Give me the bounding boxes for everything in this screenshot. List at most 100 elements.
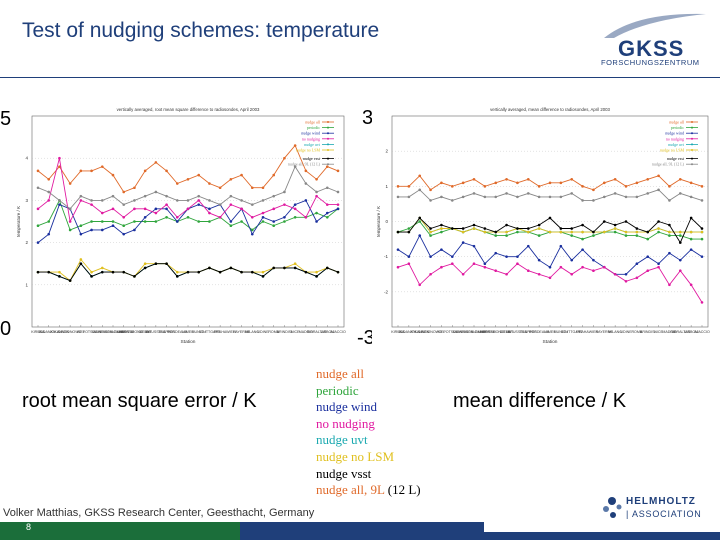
data-point (429, 272, 432, 276)
data-point (483, 227, 487, 230)
data-point (624, 279, 628, 283)
data-point (635, 230, 639, 234)
data-point (175, 215, 179, 219)
y-tick-label: 1 (385, 184, 388, 189)
chart-legend-marker (327, 132, 329, 135)
data-point (657, 188, 660, 192)
data-point (548, 181, 552, 185)
shared-legend: nudge all periodic nudge wind no nudging nud… (316, 366, 421, 499)
data-point (429, 227, 432, 230)
data-point (272, 224, 276, 228)
data-point (592, 258, 595, 262)
x-tick-label: MEININGEN (92, 330, 113, 334)
y-tick-label: 1 (25, 282, 28, 287)
header-divider (0, 77, 720, 78)
data-point (570, 192, 574, 195)
x-tick-label: CAMBORNE (113, 330, 134, 334)
data-point (122, 203, 126, 206)
y-axis-label: temperature / K (376, 206, 381, 237)
data-point (175, 270, 179, 274)
data-point (79, 194, 83, 198)
data-point (229, 194, 233, 198)
data-point (689, 237, 693, 241)
x-tick-label: MUNICH (192, 330, 207, 334)
data-point (68, 207, 72, 211)
data-point (635, 262, 639, 265)
data-point (100, 266, 104, 270)
data-point (537, 227, 541, 230)
data-point (283, 190, 286, 194)
data-point (175, 275, 179, 278)
data-point (537, 185, 541, 188)
data-point (133, 275, 136, 278)
data-point (602, 230, 606, 234)
series-line (397, 263, 703, 303)
x-tick-label: WIEN (226, 330, 236, 334)
x-tick-label: NICE (654, 330, 663, 334)
data-point (293, 262, 297, 265)
helmholtz-logo: HELMHOLTZ | ASSOCIATION (603, 496, 701, 519)
data-point (197, 194, 201, 198)
chart-legend-marker (691, 149, 693, 151)
data-point (175, 220, 179, 223)
data-point (304, 215, 308, 219)
data-point (570, 258, 574, 262)
data-point (592, 234, 595, 237)
x-tick-label: PRAHA (576, 330, 589, 334)
data-point (304, 182, 308, 185)
data-point (283, 220, 286, 223)
data-point (559, 265, 563, 269)
data-point (516, 262, 519, 265)
data-point (122, 215, 126, 219)
data-point (613, 192, 617, 195)
data-point (700, 255, 704, 258)
data-point (90, 203, 93, 206)
data-point (90, 169, 93, 173)
data-point (494, 251, 498, 255)
data-point (154, 190, 158, 194)
data-point (36, 270, 40, 274)
data-point (47, 232, 51, 236)
data-point (143, 215, 147, 219)
data-point (36, 224, 40, 228)
x-tick-label: KIRUNA (31, 330, 45, 334)
data-point (668, 251, 671, 255)
data-point (58, 275, 61, 278)
data-point (261, 275, 265, 278)
data-point (336, 207, 340, 211)
data-point (526, 230, 530, 234)
data-point (559, 181, 563, 185)
data-point (68, 182, 72, 185)
data-point (229, 266, 233, 270)
data-point (570, 230, 574, 234)
series-line (398, 217, 702, 233)
data-point (407, 230, 411, 234)
data-point (208, 199, 211, 202)
data-point (304, 199, 308, 202)
data-point (429, 199, 432, 202)
chart-legend-marker (691, 121, 693, 123)
series-nudge-vsst (396, 216, 704, 244)
data-point (36, 169, 40, 173)
chart-legend-label: periodic (307, 125, 320, 130)
data-point (407, 262, 411, 265)
data-point (122, 270, 126, 274)
data-point (581, 230, 584, 234)
data-point (143, 169, 147, 173)
x-tick-label: JOKIOINEN (50, 330, 70, 334)
data-point (396, 230, 400, 234)
data-point (143, 266, 147, 270)
rmse-chart: vertically averaged, root mean square di… (12, 103, 350, 355)
data-point (440, 230, 443, 234)
data-point (325, 211, 329, 215)
data-point (133, 199, 136, 202)
series-nudge-vsst (36, 262, 340, 282)
data-point (208, 266, 211, 270)
series-line (398, 217, 702, 233)
x-tick-label: POTSDAM (83, 330, 101, 334)
series-line (37, 199, 339, 231)
data-point (218, 270, 222, 274)
data-point (505, 272, 508, 276)
data-point (407, 227, 411, 230)
data-point (240, 207, 243, 211)
